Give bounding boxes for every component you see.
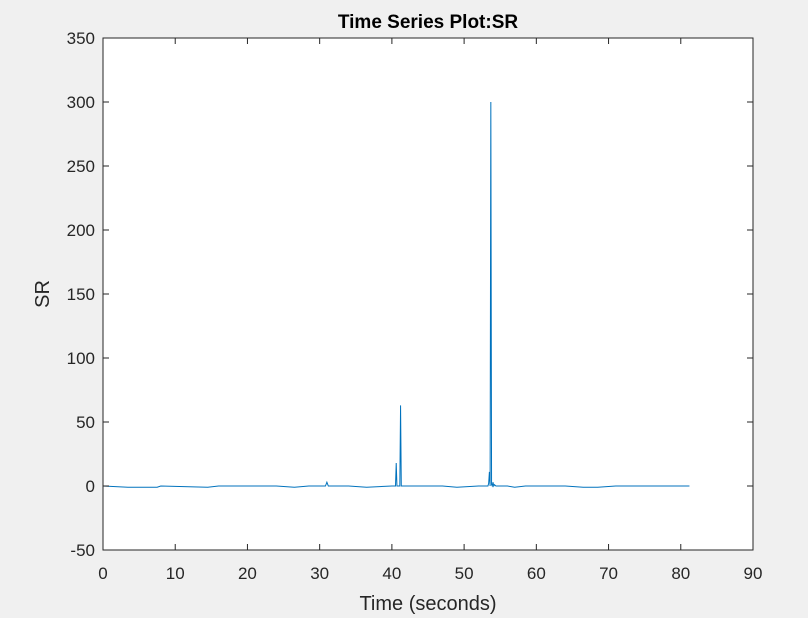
x-tick-label: 80 xyxy=(671,564,690,583)
y-axis-label: SR xyxy=(32,280,54,308)
y-tick-label: 250 xyxy=(67,157,95,176)
y-tick-label: -50 xyxy=(70,541,95,560)
series-layer xyxy=(102,101,690,488)
x-tick-label: 40 xyxy=(382,564,401,583)
y-tick-label: 100 xyxy=(67,349,95,368)
y-tick-label: 50 xyxy=(76,413,95,432)
x-tick-label: 0 xyxy=(98,564,107,583)
x-axis-ticks: 0 10 20 30 40 50 60 70 80 90 xyxy=(98,38,762,583)
y-tick-label: 200 xyxy=(67,221,95,240)
x-axis-label: Time (seconds) xyxy=(359,593,496,615)
x-tick-label: 70 xyxy=(599,564,618,583)
x-tick-label: 20 xyxy=(238,564,257,583)
y-tick-label: 300 xyxy=(67,93,95,112)
x-tick-label: 50 xyxy=(455,564,474,583)
x-tick-label: 60 xyxy=(527,564,546,583)
series-line-0 xyxy=(102,101,690,488)
x-tick-label: 90 xyxy=(744,564,763,583)
y-tick-label: 350 xyxy=(67,29,95,48)
y-axis-ticks: -50 0 50 100 150 200 250 300 350 xyxy=(67,29,753,560)
y-tick-label: 150 xyxy=(67,285,95,304)
x-tick-label: 30 xyxy=(310,564,329,583)
x-tick-label: 10 xyxy=(166,564,185,583)
plot-area xyxy=(103,38,753,550)
chart-title: Time Series Plot:SR xyxy=(338,12,518,33)
y-tick-label: 0 xyxy=(86,477,95,496)
